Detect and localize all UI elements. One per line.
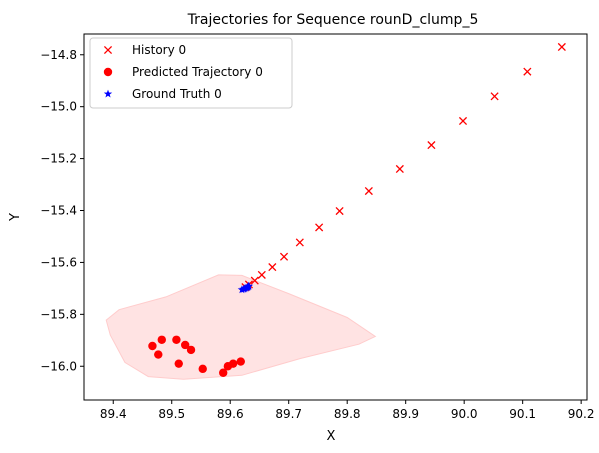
series-1-point-1 [157, 335, 166, 344]
series-0-point-4 [427, 141, 436, 150]
series-0-point-12-stroke-b [257, 270, 266, 279]
legend-label-1: Predicted Trajectory 0 [132, 65, 263, 79]
x-tick-label-1: 89.5 [158, 407, 185, 421]
series-0-point-13 [250, 276, 259, 285]
y-tick-label-6: −14.8 [40, 48, 77, 62]
series-0-point-1 [523, 67, 532, 76]
series-0-point-1-stroke-b [523, 67, 532, 76]
legend-marker-2 [103, 89, 113, 98]
y-axis-label: Y [8, 213, 23, 222]
series-0-point-0-stroke-b [557, 42, 566, 52]
series-2-point-7 [244, 281, 254, 290]
series-0-point-8 [315, 223, 324, 232]
x-tick-label-4: 89.8 [334, 407, 361, 421]
series-0-point-10 [279, 252, 289, 261]
y-tick-label-3: −15.4 [40, 204, 77, 218]
series-layer [148, 42, 566, 377]
series-0-point-5-stroke-b [395, 164, 404, 174]
series-1 [148, 335, 245, 377]
series-0-point-8-stroke-b [315, 223, 324, 232]
series-0-point-11-stroke-b [268, 263, 277, 272]
y-tick-label-1: −15.8 [40, 307, 77, 321]
series-0-point-9 [295, 238, 304, 247]
y-tick-label-2: −15.6 [40, 255, 77, 269]
series-0-point-12 [257, 270, 266, 279]
uncertainty-region-layer [105, 274, 377, 380]
series-0-point-9-stroke-b [295, 238, 304, 247]
legend-marker-1 [103, 67, 113, 77]
series-0-point-10-stroke-b [279, 252, 289, 261]
uncertainty-region [105, 274, 377, 380]
series-1-point-11 [236, 357, 245, 366]
x-tick-label-0: 89.4 [100, 407, 127, 421]
series-0-point-6 [364, 186, 373, 196]
series-1-point-6 [174, 359, 183, 368]
y-tick-label-4: −15.2 [40, 152, 77, 166]
y-tick-label-5: −15.0 [40, 100, 77, 114]
series-0-point-13-stroke-b [250, 276, 259, 285]
series-0-point-3 [458, 116, 468, 126]
x-axis-label: X [327, 429, 336, 444]
legend-marker-0 [103, 45, 113, 55]
series-2 [237, 281, 254, 294]
series-0-point-2 [490, 92, 499, 101]
y-axis: −16.0 −15.8 −15.6 −15.4 −15.2 −15.0 −14.8 [40, 48, 84, 373]
y-tick-label-0: −16.0 [40, 359, 77, 373]
series-0-point-7-stroke-b [335, 206, 344, 216]
legend-box [89, 37, 293, 109]
series-1-point-8 [219, 368, 228, 377]
series-1-point-4 [180, 340, 190, 350]
x-tick-label-2: 89.6 [217, 407, 244, 421]
legend-label-2: Ground Truth 0 [132, 87, 222, 101]
series-0-point-5 [395, 164, 404, 174]
series-0-point-11 [268, 263, 277, 272]
series-0-point-6-stroke-b [364, 186, 373, 196]
x-tick-label-6: 90.0 [451, 407, 478, 421]
series-1-point-3 [172, 335, 181, 344]
series-1-point-0 [148, 341, 157, 351]
series-1-point-2 [154, 350, 163, 359]
legend-marker-0-stroke-b [103, 45, 113, 55]
chart-title: Trajectories for Sequence rounD_clump_5 [187, 12, 479, 28]
x-tick-label-3: 89.7 [275, 407, 302, 421]
legend: History 0 Predicted Trajectory 0 Ground Tr… [89, 37, 293, 109]
series-1-point-10 [228, 359, 238, 368]
series-0-point-2-stroke-b [490, 92, 499, 101]
series-0-point-4-stroke-b [427, 141, 436, 150]
plot-frame [83, 33, 588, 401]
legend-label-0: History 0 [132, 43, 186, 57]
series-1-point-5 [186, 345, 196, 355]
x-tick-label-7: 90.1 [509, 407, 536, 421]
series-0-point-7 [335, 206, 344, 216]
x-tick-label-8: 90.2 [568, 407, 595, 421]
x-axis: 89.4 89.5 89.6 89.7 89.8 89.9 90.0 90.1 90.2 [100, 400, 595, 421]
series-1-point-7 [198, 364, 207, 374]
series-0-point-0 [557, 42, 566, 52]
x-tick-label-5: 89.9 [392, 407, 419, 421]
series-0-point-3-stroke-b [458, 116, 468, 126]
